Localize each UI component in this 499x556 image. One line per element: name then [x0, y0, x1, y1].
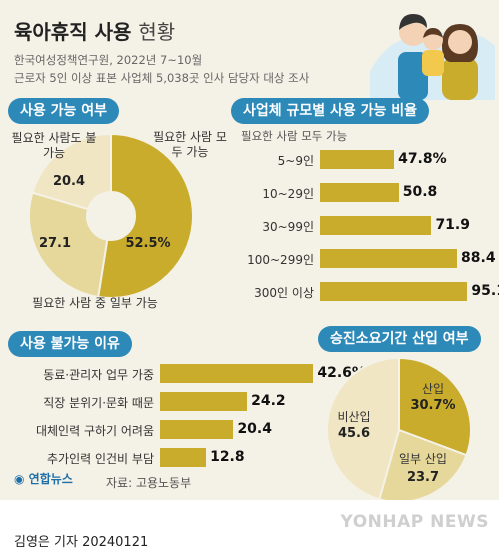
- pie1-label-all: 필요한 사람 모두 가능: [153, 130, 227, 159]
- pie1-value-all: 52.5%: [125, 236, 171, 251]
- pie1-value-none: 20.4: [52, 174, 86, 189]
- survey-source: 한국여성정책연구원, 2022년 7~10월: [14, 53, 203, 67]
- promotion-slice-0: [398, 356, 472, 457]
- promotion-slice-1: [378, 428, 468, 500]
- page-title: 육아휴직 사용 현황: [14, 16, 175, 45]
- infographic-card: 육아휴직 사용 현황 한국여성정책연구원, 2022년 7~10월 근로자 5인…: [0, 0, 499, 500]
- child-hair: [423, 28, 443, 38]
- child-body: [422, 50, 444, 76]
- section-size-title: 사업체 규모별 사용 가능 비율: [231, 98, 430, 124]
- parent-body: [398, 52, 428, 100]
- size-bar-1: [320, 183, 399, 202]
- size-label-3: 100~299인: [247, 253, 314, 267]
- yonhap-logo: ◉ 연합뉴스: [14, 470, 73, 487]
- size-label-0: 5~9인: [277, 154, 314, 168]
- size-value-2: 71.9: [435, 217, 470, 233]
- reason-bar-3: [160, 448, 207, 467]
- pie2-value-included: 30.7%: [410, 398, 456, 413]
- size-value-4: 95.1: [471, 283, 499, 299]
- pie2-label-included: 산입: [421, 382, 445, 396]
- reason-bar-0: [160, 364, 314, 383]
- reason-label-2: 대체인력 구하기 어려움: [35, 424, 154, 438]
- reason-label-1: 직장 분위기·문화 때문: [43, 396, 154, 410]
- size-bar-2: [320, 216, 432, 235]
- byline: 김영은 기자 20240121: [14, 535, 149, 550]
- parent-hair: [399, 14, 427, 30]
- pie2-value-partial: 23.7: [406, 470, 440, 485]
- promotion-pie-chart: [326, 356, 472, 500]
- availability-slice-0: [97, 132, 194, 299]
- section-reasons-title: 사용 불가능 이유: [8, 331, 132, 357]
- availability-slice-1: [28, 191, 109, 299]
- section-availability-title: 사용 가능 여부: [8, 98, 120, 124]
- reason-bar-2: [160, 420, 234, 439]
- reason-value-3: 12.8: [210, 449, 245, 465]
- size-subtitle: 필요한 사람 모두 가능: [241, 129, 348, 143]
- section-promotion-title: 승진소요기간 산입 여부: [318, 326, 481, 352]
- reason-label-0: 동료·관리자 업무 가중: [43, 368, 154, 382]
- pie2-value-excluded: 45.6: [337, 426, 371, 441]
- size-value-0: 47.8%: [398, 151, 447, 167]
- mother-head: [448, 30, 472, 54]
- reason-value-2: 20.4: [237, 421, 272, 437]
- pie1-label-none: 필요한 사람도 불가능: [11, 131, 97, 160]
- logo-icon: ◉: [14, 472, 25, 486]
- reason-value-1: 24.2: [251, 393, 286, 409]
- title-bold: 육아휴직 사용: [14, 20, 132, 44]
- size-label-2: 30~99인: [262, 220, 314, 234]
- watermark: YONHAP NEWS: [340, 512, 489, 532]
- size-bar-4: [320, 282, 468, 301]
- pie2-label-excluded: 비산입: [337, 410, 371, 424]
- reason-label-3: 추가인력 인건비 부담: [47, 452, 154, 466]
- logo-text: 연합뉴스: [28, 472, 73, 486]
- pie1-label-some: 필요한 사람 중 일부 가능: [32, 296, 158, 310]
- availability-donut-chart: [28, 132, 194, 299]
- survey-scope: 근로자 5인 이상 표본 사업체 5,038곳 인사 담당자 대상 조사: [14, 71, 310, 85]
- mother-body: [442, 58, 478, 100]
- pie2-label-partial: 일부 산입: [399, 452, 447, 466]
- promotion-slice-2: [326, 356, 400, 500]
- size-label-1: 10~29인: [262, 187, 314, 201]
- size-value-3: 88.4: [461, 250, 496, 266]
- size-bar-3: [320, 249, 458, 268]
- size-value-1: 50.8: [402, 184, 438, 200]
- size-bar-0: [320, 150, 395, 169]
- availability-slice-2: [31, 132, 112, 211]
- data-source: 자료: 고용노동부: [106, 476, 192, 490]
- title-light: 현황: [138, 20, 176, 44]
- pie1-value-some: 27.1: [38, 236, 72, 251]
- size-label-4: 300인 이상: [254, 286, 314, 300]
- family-illustration: [370, 14, 495, 100]
- reason-bar-1: [160, 392, 248, 411]
